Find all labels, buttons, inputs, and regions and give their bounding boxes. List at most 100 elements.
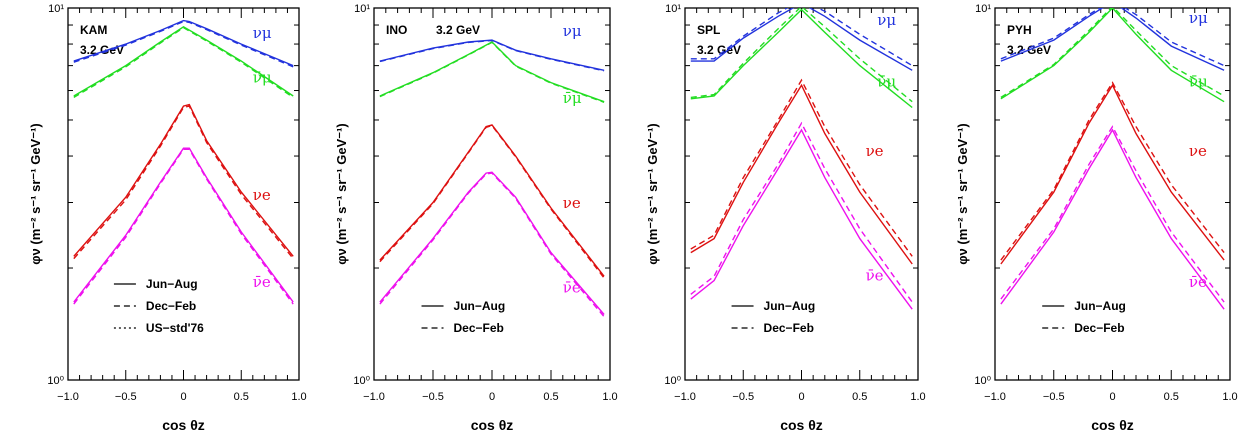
legend-label: US−std'76	[146, 321, 204, 335]
panel-energy-label: 3.2 GeV	[436, 23, 480, 37]
x-tick-label: 1.0	[910, 391, 925, 403]
series-line-3	[379, 41, 605, 103]
series-group	[379, 39, 605, 318]
series-line-4	[73, 103, 294, 257]
curve-label: νμ	[877, 11, 896, 29]
x-tick-label: 0.5	[234, 391, 249, 403]
x-tick-label: 0	[489, 391, 495, 403]
x-tick-label: −0.5	[422, 391, 444, 403]
curve-label: ν̄μ	[877, 73, 896, 91]
legend-label: Jun−Aug	[1074, 299, 1126, 313]
x-tick-label: 0.5	[852, 391, 867, 403]
y-tick-label: 10¹	[48, 3, 64, 15]
x-tick-label: 0.5	[1164, 391, 1179, 403]
y-tick-label: 10¹	[354, 3, 370, 15]
series-line-2	[1000, 8, 1225, 103]
curve-label: ν̄μ	[563, 89, 582, 107]
panel-ino: −1.0 −0.5 0 0.5 1.0 10¹ 10⁰ cos θz φν (m⁻² s⁻¹ s…	[334, 3, 618, 433]
panel-pyh: −1.0 −0.5 0 0.5 1.0 10¹ 10⁰ cos θz φν (m⁻² s⁻¹ s…	[955, 3, 1238, 433]
series-line-5	[690, 78, 913, 257]
series-line-1	[379, 39, 605, 72]
legend-label: Dec−Feb	[454, 321, 504, 335]
y-tick-label: 10⁰	[47, 375, 64, 387]
series-line-0	[379, 39, 605, 71]
curve-label: νe	[563, 194, 581, 212]
y-axis-label: φν (m⁻² s⁻¹ sr⁻¹ GeV⁻¹)	[645, 123, 660, 265]
curve-label: ν̄e	[866, 267, 884, 285]
series-line-3	[690, 8, 913, 103]
series-line-4	[690, 83, 913, 265]
legend-label: Dec−Feb	[1074, 321, 1124, 335]
series-line-3	[73, 26, 294, 99]
x-tick-label: −0.5	[1043, 391, 1065, 403]
series-line-2	[73, 25, 294, 97]
panel-spl: −1.0 −0.5 0 0.5 1.0 10¹ 10⁰ cos θz φν (m⁻² s⁻¹ s…	[645, 3, 926, 433]
x-tick-label: −0.5	[115, 391, 137, 403]
panel-site-label: KAM	[80, 23, 107, 37]
curve-label: νe	[866, 142, 884, 160]
series-line-7	[379, 172, 605, 318]
panel-kam: −1.0 −0.5 0 0.5 1.0 10¹ 10⁰ cos θz φν (m⁻² s⁻¹ s…	[28, 3, 307, 433]
x-axis-label: cos θz	[1091, 417, 1134, 433]
curve-label: νμ	[1189, 9, 1208, 27]
series-line-4	[1000, 83, 1225, 265]
series-line-5	[379, 124, 605, 279]
x-axis-label: cos θz	[780, 417, 823, 433]
panel-site-label: PYH	[1007, 23, 1032, 37]
curve-label: ν̄μ	[1189, 73, 1208, 91]
panel-site-label: INO	[386, 23, 407, 37]
x-tick-label: −1.0	[984, 391, 1006, 403]
series-line-0	[1000, 8, 1225, 71]
legend-label: Dec−Feb	[146, 299, 196, 313]
y-tick-label: 10¹	[975, 3, 991, 15]
series-line-7	[1000, 125, 1225, 303]
y-axis-label: φν (m⁻² s⁻¹ sr⁻¹ GeV⁻¹)	[28, 123, 43, 265]
curve-label: ν̄μ	[253, 69, 272, 87]
x-tick-label: 1.0	[1222, 391, 1237, 403]
x-tick-label: −0.5	[732, 391, 754, 403]
series-group	[73, 19, 294, 305]
series-line-0	[690, 8, 913, 71]
x-tick-label: 0	[798, 391, 804, 403]
curve-label: ν̄e	[253, 273, 271, 291]
series-group	[690, 8, 913, 310]
series-line-2	[690, 8, 913, 109]
x-axis-label: cos θz	[162, 417, 205, 433]
x-tick-label: 0.5	[543, 391, 558, 403]
x-tick-label: −1.0	[674, 391, 696, 403]
x-tick-label: −1.0	[363, 391, 385, 403]
y-tick-label: 10⁰	[974, 375, 991, 387]
series-line-3	[1000, 8, 1225, 98]
panel-site-label: SPL	[697, 23, 720, 37]
legend-label: Dec−Feb	[764, 321, 814, 335]
curve-label: νμ	[563, 22, 582, 40]
x-axis-label: cos θz	[471, 417, 514, 433]
series-line-1	[73, 20, 294, 68]
series-line-6	[379, 171, 605, 315]
curve-label: ν̄e	[563, 278, 581, 296]
series-line-0	[73, 19, 294, 67]
x-tick-label: −1.0	[57, 391, 79, 403]
x-tick-label: 1.0	[291, 391, 306, 403]
series-line-6	[73, 147, 294, 303]
series-line-5	[1000, 81, 1225, 261]
curve-label: νe	[253, 186, 271, 204]
legend-label: Jun−Aug	[454, 299, 506, 313]
series-line-6	[690, 128, 913, 310]
x-tick-label: 0	[180, 391, 186, 403]
series-line-7	[690, 121, 913, 303]
series-line-6	[1000, 128, 1225, 310]
series-line-7	[73, 148, 294, 305]
y-tick-label: 10¹	[665, 3, 681, 15]
curve-label: ν̄e	[1189, 273, 1207, 291]
y-tick-label: 10⁰	[664, 375, 681, 387]
curve-label: νe	[1189, 142, 1207, 160]
series-line-5	[73, 105, 294, 260]
series-group	[1000, 8, 1225, 310]
y-axis-label: φν (m⁻² s⁻¹ sr⁻¹ GeV⁻¹)	[955, 123, 970, 265]
legend-label: Jun−Aug	[146, 277, 198, 291]
curve-label: νμ	[253, 24, 272, 42]
panel-energy-label: 3.2 GeV	[80, 43, 124, 57]
x-tick-label: 0	[1109, 391, 1115, 403]
y-axis-label: φν (m⁻² s⁻¹ sr⁻¹ GeV⁻¹)	[334, 123, 349, 265]
